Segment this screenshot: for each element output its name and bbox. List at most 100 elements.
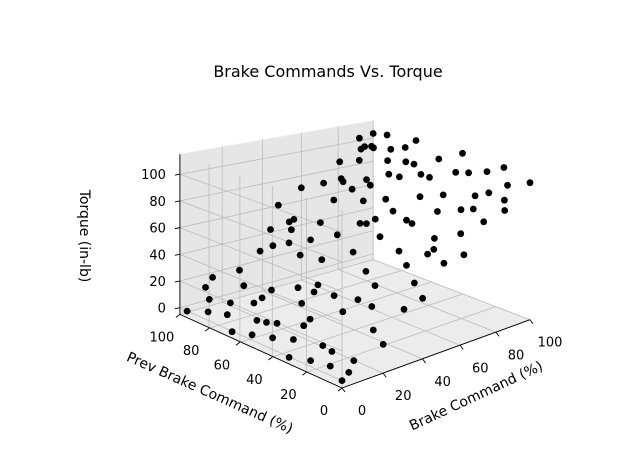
data-point [469, 205, 477, 213]
data-point [300, 322, 308, 330]
data-point [285, 239, 293, 247]
y-axis-line [179, 313, 343, 389]
data-point [452, 168, 460, 176]
data-point [419, 294, 426, 302]
data-point [345, 369, 353, 376]
data-point [258, 294, 266, 302]
data-point [288, 226, 295, 234]
data-point [236, 266, 243, 274]
data-point [297, 184, 305, 192]
data-point [417, 171, 425, 178]
data-point [371, 282, 379, 289]
data-point [363, 220, 370, 228]
data-point [400, 305, 408, 313]
points-group [183, 130, 534, 384]
data-point [209, 274, 217, 281]
data-point [396, 173, 403, 181]
data-point [366, 181, 374, 189]
y-tick-label: 60 [214, 358, 231, 373]
y-tick-mark [337, 387, 343, 392]
data-point [337, 175, 345, 183]
data-point [355, 156, 363, 164]
data-point [354, 296, 362, 303]
data-point [356, 220, 364, 227]
data-point [253, 317, 261, 324]
x-tick-label: 20 [395, 389, 412, 404]
data-point [357, 145, 365, 153]
z-tick-mark [174, 173, 180, 176]
data-point [339, 308, 347, 316]
z-tick-label: 100 [141, 168, 166, 183]
data-point [269, 242, 277, 250]
x-tick-label: 40 [434, 375, 451, 390]
data-point [410, 160, 418, 168]
z-tick-label: 60 [149, 222, 166, 237]
data-point [402, 158, 410, 166]
data-point [296, 251, 304, 259]
data-point [328, 348, 336, 355]
data-point [485, 189, 493, 197]
data-point [408, 220, 416, 227]
data-point [248, 331, 256, 339]
data-point [256, 247, 264, 255]
data-point [268, 286, 275, 294]
data-point [326, 362, 334, 370]
data-point [369, 130, 377, 137]
data-point [362, 268, 370, 275]
y-tick-label: 0 [320, 404, 328, 419]
data-point [368, 303, 376, 310]
data-point [370, 144, 377, 152]
data-point [285, 354, 293, 361]
z-tick-label: 0 [158, 302, 166, 317]
data-point [384, 157, 391, 165]
x-tick-mark [459, 345, 464, 350]
data-point [290, 336, 297, 343]
data-point [431, 235, 438, 242]
data-point [504, 181, 511, 189]
data-point [336, 158, 344, 166]
z-tick-mark [174, 280, 180, 283]
x-tick-mark [382, 372, 387, 378]
data-point [412, 137, 420, 144]
data-point [307, 236, 314, 244]
data-point [338, 377, 346, 384]
data-point [298, 300, 306, 307]
data-point [501, 207, 509, 214]
z-tick-mark [174, 307, 180, 310]
data-point [424, 250, 431, 258]
data-point [459, 149, 466, 157]
data-point [223, 311, 231, 319]
data-point [250, 299, 258, 307]
y-tick-label: 80 [183, 344, 200, 359]
data-point [294, 284, 302, 292]
y-tick-mark [302, 371, 307, 376]
y-tick-mark [204, 327, 210, 332]
data-point [267, 226, 274, 233]
data-point [274, 201, 282, 209]
data-point [204, 308, 212, 316]
data-point [379, 340, 387, 348]
data-point [526, 179, 534, 187]
data-point [401, 144, 409, 151]
z-tick-label: 80 [149, 195, 166, 210]
y-tick-label: 40 [246, 373, 263, 388]
data-point [202, 284, 209, 291]
data-point [330, 196, 338, 204]
x-tick-mark [495, 332, 500, 337]
data-point [263, 319, 270, 326]
data-point [205, 296, 213, 303]
data-point [330, 292, 338, 299]
data-point [483, 168, 491, 176]
data-point [183, 307, 191, 315]
data-point [387, 145, 395, 153]
data-point [307, 357, 314, 364]
data-point [359, 197, 367, 205]
x-tick-mark [341, 387, 346, 393]
x-tick-label: 0 [358, 404, 366, 419]
data-point [426, 174, 433, 181]
data-point [471, 192, 479, 200]
z-tick-mark [174, 200, 180, 203]
data-point [240, 282, 248, 290]
z-tick-mark [174, 253, 180, 256]
